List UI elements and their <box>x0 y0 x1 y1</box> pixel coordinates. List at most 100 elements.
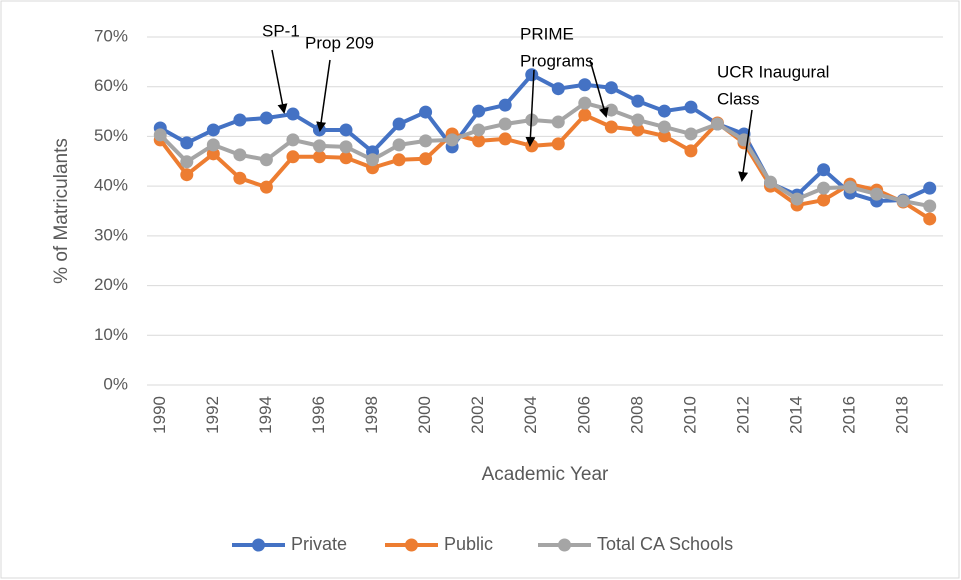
point <box>419 152 433 166</box>
point <box>657 120 671 134</box>
x-tick-label: 2000 <box>415 396 434 434</box>
point <box>180 155 194 169</box>
point <box>684 127 698 141</box>
arrow <box>589 59 609 118</box>
point <box>551 115 565 129</box>
point <box>923 199 937 213</box>
point <box>472 123 486 137</box>
point <box>206 147 220 161</box>
point <box>180 168 194 182</box>
point <box>392 138 406 152</box>
y-tick-label: 50% <box>94 126 128 145</box>
legend-marker <box>252 538 265 552</box>
point <box>551 137 565 151</box>
x-tick-label: 2008 <box>627 396 646 434</box>
x-tick-label: 1996 <box>309 396 328 434</box>
point <box>498 132 512 146</box>
annotation: PRIME <box>520 24 574 43</box>
point <box>180 136 194 150</box>
y-tick-label: 10% <box>94 325 128 344</box>
point <box>472 104 486 118</box>
point <box>923 181 937 195</box>
point <box>233 113 247 127</box>
point <box>366 153 380 167</box>
legend-label: Private <box>291 534 347 554</box>
point <box>684 144 698 158</box>
point <box>790 192 804 206</box>
x-tick-label: 1992 <box>203 396 222 434</box>
point <box>312 123 326 137</box>
point <box>525 139 539 153</box>
x-tick-label: 2010 <box>680 396 699 434</box>
y-tick-label: 40% <box>94 176 128 195</box>
annotation: Programs <box>520 51 594 70</box>
point <box>631 123 645 137</box>
point <box>870 187 884 201</box>
point <box>286 107 300 121</box>
point <box>843 180 857 194</box>
point <box>259 180 273 194</box>
arrow <box>738 109 753 182</box>
annotation: Prop 209 <box>305 33 374 52</box>
point <box>817 193 831 207</box>
point <box>259 111 273 125</box>
point <box>631 94 645 108</box>
point <box>233 148 247 162</box>
point <box>498 117 512 131</box>
point <box>339 151 353 165</box>
point <box>286 133 300 147</box>
y-tick-label: 30% <box>94 225 128 244</box>
arrow <box>271 49 288 114</box>
x-tick-label: 1990 <box>150 396 169 434</box>
annotation-arrows <box>271 49 753 182</box>
plot-area <box>147 36 943 386</box>
point <box>896 194 910 208</box>
y-tick-label: 60% <box>94 76 128 95</box>
x-tick-label: 2006 <box>574 396 593 434</box>
point <box>578 108 592 122</box>
x-tick-label: 2014 <box>787 396 806 434</box>
y-axis-title: % of Matriculants <box>51 138 72 284</box>
point <box>472 134 486 148</box>
point <box>312 150 326 164</box>
point <box>392 153 406 167</box>
point <box>604 81 618 95</box>
point <box>604 120 618 134</box>
arrow <box>525 69 536 147</box>
legend-label: Total CA Schools <box>597 534 733 554</box>
x-tick-label: 2002 <box>468 396 487 434</box>
annotation: SP-1 <box>262 21 300 40</box>
point <box>817 181 831 195</box>
point <box>233 171 247 185</box>
point <box>525 68 539 82</box>
point <box>657 104 671 118</box>
point <box>206 138 220 152</box>
point <box>419 134 433 148</box>
x-tick-label: 2018 <box>893 396 912 434</box>
legend-marker <box>405 538 418 552</box>
annotation: Class <box>717 89 760 108</box>
point <box>312 139 326 153</box>
point <box>764 175 778 189</box>
x-tick-label: 2016 <box>840 396 859 434</box>
point <box>923 212 937 226</box>
point <box>684 100 698 114</box>
point <box>631 113 645 127</box>
y-tick-label: 20% <box>94 275 128 294</box>
legend-marker <box>558 538 571 552</box>
y-tick-label: 70% <box>94 26 128 45</box>
x-tick-label: 2004 <box>521 396 540 434</box>
point <box>206 123 220 137</box>
annotation: UCR Inaugural <box>717 62 829 81</box>
point <box>259 153 273 167</box>
point <box>153 128 167 142</box>
y-tick-label: 0% <box>103 374 128 393</box>
arrow <box>316 59 331 132</box>
point <box>578 96 592 110</box>
point <box>657 129 671 143</box>
point <box>498 98 512 112</box>
point <box>604 103 618 117</box>
point <box>578 78 592 92</box>
